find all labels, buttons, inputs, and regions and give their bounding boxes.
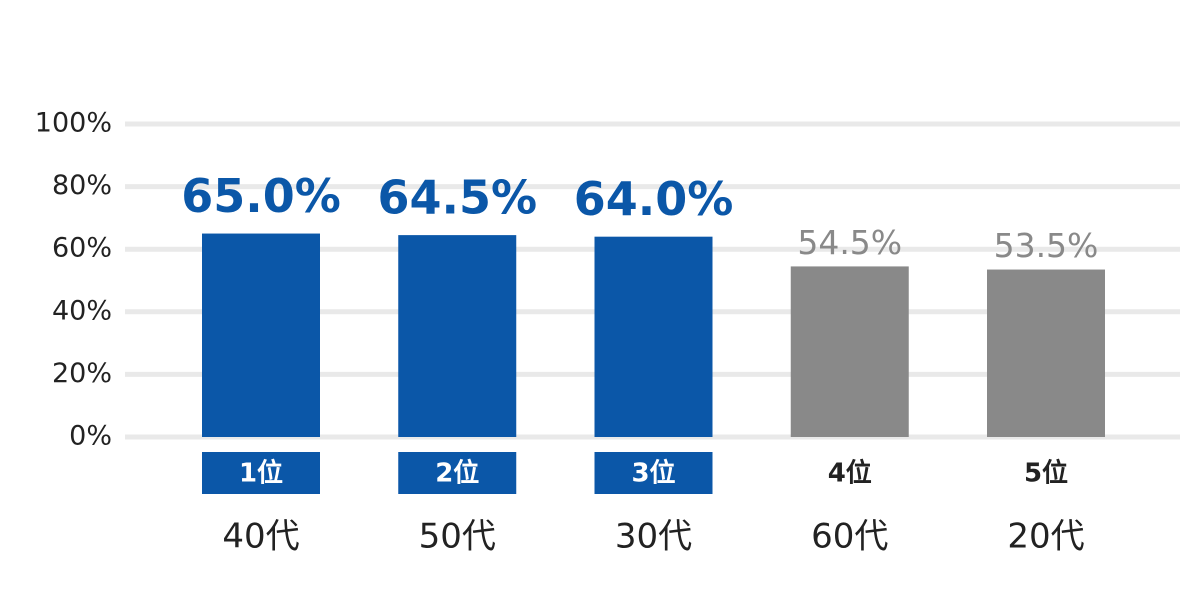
rank-label: 4位	[828, 458, 872, 489]
rank-badge	[398, 452, 517, 494]
y-tick-label: 60%	[52, 233, 112, 264]
bar	[790, 266, 909, 437]
x-tick-label: 60代	[811, 517, 888, 557]
value-label: 53.5%	[994, 226, 1099, 265]
y-tick-label: 40%	[52, 295, 112, 326]
y-tick-label: 80%	[52, 170, 112, 201]
value-label: 54.5%	[797, 223, 902, 262]
y-tick-label: 0%	[69, 421, 112, 452]
y-tick-label: 20%	[52, 358, 112, 389]
x-tick-label: 30代	[615, 517, 692, 557]
x-tick-label: 40代	[222, 517, 299, 557]
rank-label: 2位	[435, 458, 479, 489]
y-tick-label: 100%	[35, 108, 112, 139]
bar	[398, 235, 517, 437]
value-label: 65.0%	[181, 169, 341, 223]
bar	[594, 236, 713, 437]
rank-badge	[594, 452, 713, 494]
rank-badge	[202, 452, 320, 494]
bar	[987, 269, 1105, 437]
rank-label: 5位	[1024, 458, 1068, 489]
x-tick-label: 50代	[419, 517, 496, 557]
rank-label: 3位	[631, 458, 675, 489]
x-tick-label: 20代	[1007, 517, 1084, 557]
value-label: 64.0%	[574, 172, 734, 226]
bar	[202, 233, 320, 437]
rank-label: 1位	[239, 458, 283, 489]
value-label: 64.5%	[377, 171, 537, 225]
